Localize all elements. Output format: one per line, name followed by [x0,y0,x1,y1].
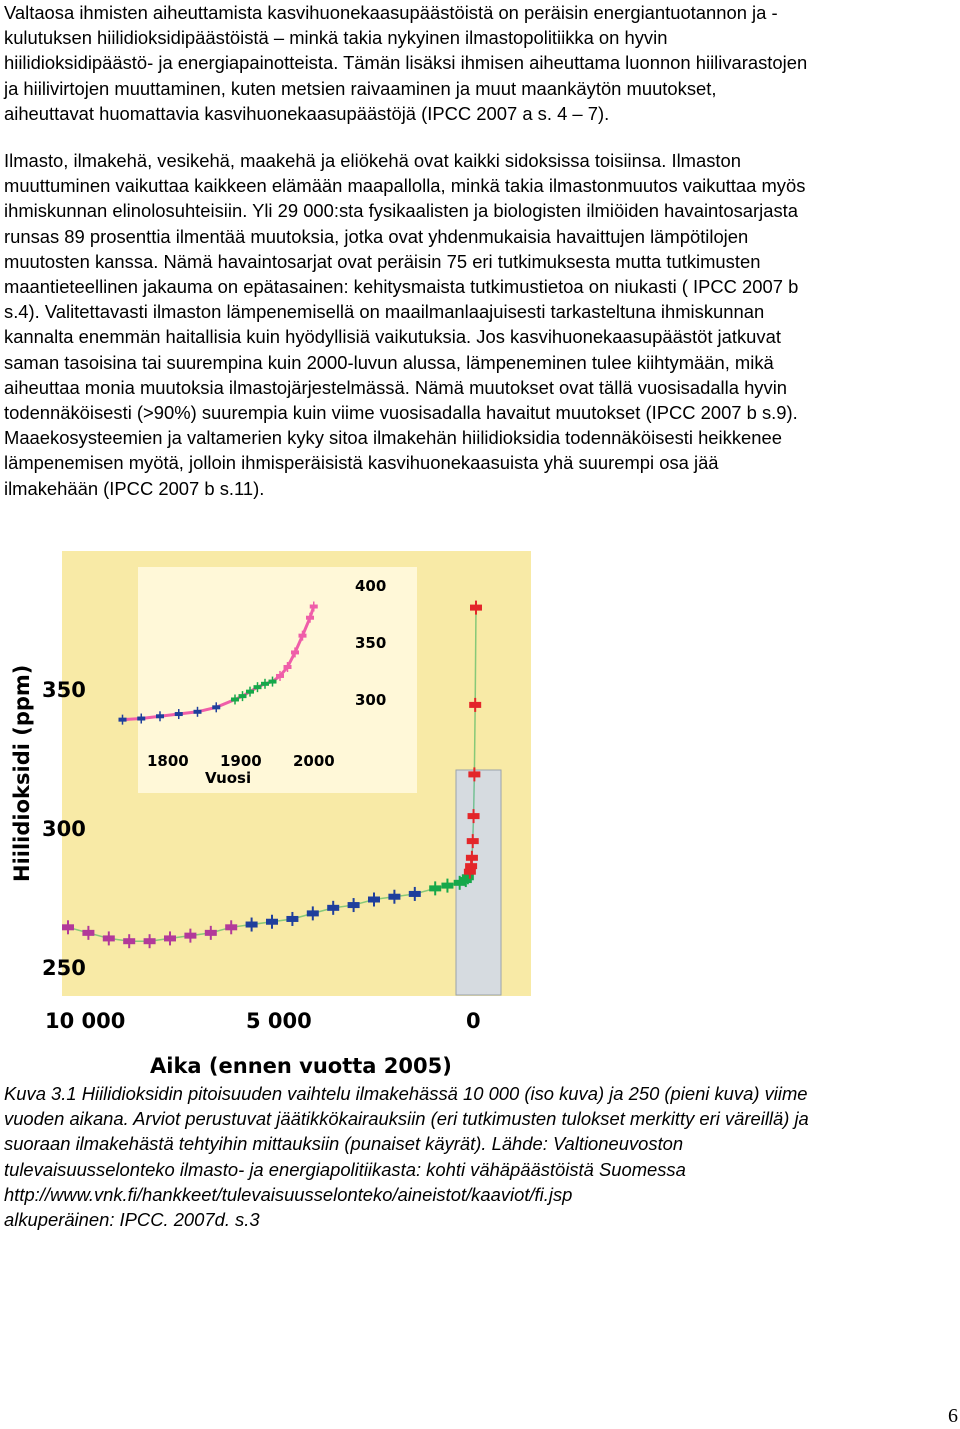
inset-ytick-label: 350 [355,634,386,652]
main-xtick-label: 0 [466,1009,481,1033]
caption-source-url[interactable]: http://www.vnk.fi/hankkeet/tulevaisuusse… [4,1183,573,1205]
paragraph-line: Maaekosysteemien ja valtamerien kyky sit… [4,427,782,449]
paragraph-line: ilmakehään (IPCC 2007 b s.11). [4,477,265,499]
paragraph-line: aiheuttavat huomattavia kasvihuonekaasup… [4,102,610,124]
paragraph-line: s.4). Valitettavasti ilmaston lämpenemis… [4,301,765,323]
caption-line: vuoden aikana. Arviot perustuvat jäätikk… [4,1108,809,1130]
main-xtick-label: 10 000 [45,1009,125,1033]
paragraph-line: maantieteellinen jakauma on epätasainen:… [4,276,799,298]
inset-series-group [118,601,318,725]
main-xtick-label: 5 000 [246,1009,312,1033]
caption-line: Kuva 3.1 Hiilidioksidin pitoisuuden vaih… [4,1083,808,1104]
main-ytick-label: 300 [42,817,86,841]
co2-chart: 350 300 250 10 000 5 000 0 Aika (ennen v… [10,551,531,1078]
main-ytick-label: 350 [42,678,86,702]
caption-line: suoraan ilmakehästä tehtyihin mittauksii… [4,1133,684,1155]
paragraph-line: saman tasoisina tai suurempina kuin 2000… [4,351,774,373]
inset-xtick-label: 1800 [147,752,189,770]
caption-line: alkuperäinen: IPCC. 2007d. s.3 [4,1209,260,1231]
figure-caption: Kuva 3.1 Hiilidioksidin pitoisuuden vaih… [4,1081,956,1232]
paragraph-line: aiheuttaa monia muutoksia ilmastojärjest… [4,376,788,398]
inset-xtick-label: 1900 [220,752,262,770]
paragraph-line: lämpenemisen myötä, jolloin ihmisperäisi… [4,452,719,474]
paragraph-line: Valtaosa ihmisten aiheuttamista kasvihuo… [4,2,778,23]
main-series-group [62,600,482,949]
paragraph-line: todennäköisesti (>90%) suurempia kuin vi… [4,402,798,424]
inset-ytick-label: 400 [355,577,386,595]
paragraph-line: muuttuminen vaikuttaa kaikkeen elämään m… [4,175,806,197]
paragraph-line: ja hiilivirtojen muuttaminen, kuten mets… [4,77,717,99]
page-number: 6 [948,1405,958,1427]
caption-line: tulevaisuusselonteko ilmasto- ja energia… [4,1158,686,1180]
paragraph-line: hiilidioksidipäästö- ja energiapainottei… [4,52,808,74]
main-ytick-label: 250 [42,956,86,980]
paragraph-line: Ilmasto, ilmakehä, vesikehä, maakehä ja … [4,150,741,171]
paragraph-line: muutosten kanssa. Nämä havaintosarjat ov… [4,250,761,272]
inset-x-axis-label: Vuosi [205,769,251,787]
inset-ytick-label: 300 [355,691,386,709]
main-y-axis-label: Hiilidioksidi (ppm) [10,665,34,882]
co2-figure: 350 300 250 10 000 5 000 0 Aika (ennen v… [0,545,540,1085]
paragraph-line: kannalta enemmän haitallisia kuin hyödyl… [4,326,781,348]
paragraph-2: Ilmasto, ilmakehä, vesikehä, maakehä ja … [4,148,956,501]
paragraph-line: runsas 89 prosenttia ilmentää muutoksia,… [4,225,749,247]
inset-panel [138,567,417,793]
paragraph-line: kulutuksen hiilidioksidipäästöistä – min… [4,27,668,49]
paragraph-line: ihmiskunnan elinolosuhteisiin. Yli 29 00… [4,200,798,222]
main-x-axis-label: Aika (ennen vuotta 2005) [150,1054,452,1078]
paragraph-1: Valtaosa ihmisten aiheuttamista kasvihuo… [4,0,956,126]
inset-xtick-label: 2000 [293,752,335,770]
